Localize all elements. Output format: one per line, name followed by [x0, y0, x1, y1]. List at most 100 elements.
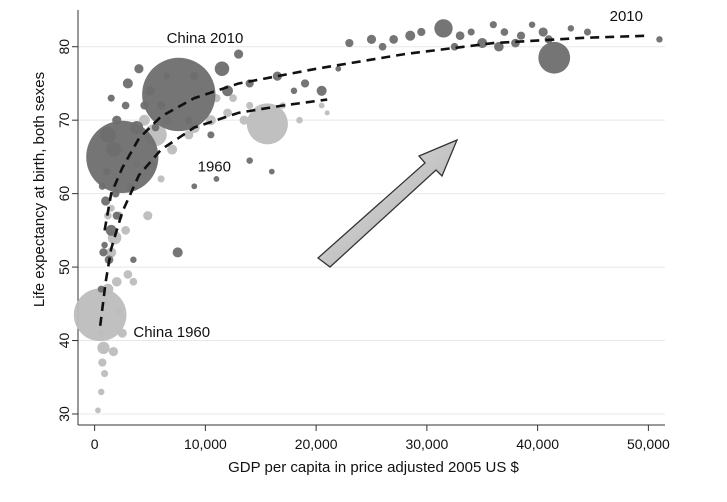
data-point — [101, 196, 111, 206]
annotation-label: China 2010 — [167, 30, 244, 47]
data-point — [103, 168, 111, 176]
data-point — [455, 31, 465, 41]
data-point — [98, 358, 107, 367]
data-point — [123, 270, 133, 279]
data-point — [134, 64, 144, 74]
data-point — [112, 115, 122, 125]
data-point — [324, 110, 330, 116]
data-point — [246, 157, 253, 164]
data-point — [516, 31, 526, 40]
annotation-label: 1960 — [198, 159, 231, 176]
data-point — [234, 49, 244, 59]
data-point — [223, 108, 232, 118]
y-tick-label: 80 — [56, 39, 72, 55]
data-point — [229, 94, 237, 102]
data-point — [95, 407, 101, 414]
data-point — [335, 65, 342, 72]
data-point — [213, 176, 220, 182]
trend-line — [98, 98, 328, 326]
data-point — [467, 28, 475, 36]
data-point — [167, 144, 178, 155]
data-point — [656, 36, 663, 43]
data-point — [185, 116, 193, 124]
growth-arrow — [316, 138, 459, 268]
data-point — [405, 30, 416, 41]
labels: GDP per capita in price adjusted 2005 US… — [31, 8, 643, 476]
data-point — [417, 27, 426, 37]
data-point — [318, 102, 325, 109]
data-point — [98, 329, 105, 337]
data-point — [296, 116, 303, 124]
data-point — [105, 224, 117, 236]
data-point — [184, 130, 194, 140]
data-point — [378, 42, 387, 51]
data-point — [538, 27, 548, 37]
y-tick-label: 40 — [56, 333, 72, 349]
x-tick-label: 20,000 — [295, 436, 338, 452]
direction-arrow — [316, 138, 459, 268]
data-point — [142, 57, 216, 132]
data-point — [389, 35, 399, 44]
data-point — [98, 182, 106, 190]
data-point — [489, 21, 497, 29]
trend-line — [103, 34, 649, 231]
data-point — [190, 72, 199, 81]
data-point — [528, 21, 536, 28]
data-point — [143, 211, 153, 221]
data-point — [207, 131, 215, 139]
data-point — [130, 121, 144, 135]
y-tick-label: 30 — [56, 406, 72, 422]
data-point — [98, 388, 105, 396]
data-point — [246, 103, 288, 145]
data-point — [111, 189, 120, 198]
x-tick-label: 0 — [91, 436, 99, 452]
data-point — [145, 86, 155, 96]
data-point — [366, 34, 377, 44]
x-axis-title: GDP per capita in price adjusted 2005 US… — [228, 459, 519, 476]
x-tick-label: 40,000 — [516, 436, 559, 452]
y-tick-label: 50 — [56, 259, 72, 275]
data-point — [108, 346, 119, 357]
data-point — [172, 247, 183, 258]
data-point — [494, 41, 504, 52]
data-point — [434, 19, 453, 38]
y-tick-label: 70 — [56, 112, 72, 128]
data-point — [140, 101, 149, 110]
data-point — [106, 142, 121, 157]
data-point — [500, 28, 509, 36]
data-point — [107, 94, 115, 102]
y-tick-label: 60 — [56, 186, 72, 202]
data-point — [121, 101, 130, 110]
data-point — [117, 328, 127, 338]
data-point — [538, 41, 571, 74]
data-point — [73, 288, 127, 342]
data-point — [583, 28, 592, 36]
data-point — [129, 277, 138, 286]
data-point — [106, 247, 117, 258]
data-points — [73, 19, 663, 414]
data-point — [239, 115, 249, 125]
data-point — [214, 61, 230, 77]
annotation-label: China 1960 — [133, 324, 210, 341]
data-point — [101, 241, 108, 249]
annotation-label: 2010 — [610, 8, 643, 25]
data-point — [111, 276, 122, 287]
axes: 30 40 50 60 70 80 0 10,000 20,000 30,000 40,000 50,… — [56, 10, 670, 452]
trend-lines — [98, 34, 649, 326]
data-point — [156, 101, 166, 110]
data-point — [268, 168, 275, 175]
data-point — [151, 123, 160, 132]
data-point — [163, 72, 170, 80]
data-point — [97, 285, 105, 293]
data-point — [101, 370, 109, 378]
data-point — [157, 175, 165, 183]
data-point — [121, 226, 130, 235]
data-point — [97, 341, 110, 355]
data-point — [477, 38, 488, 49]
x-tick-label: 10,000 — [184, 436, 227, 452]
data-point — [191, 183, 198, 190]
data-point — [300, 79, 310, 88]
data-point — [246, 101, 254, 110]
